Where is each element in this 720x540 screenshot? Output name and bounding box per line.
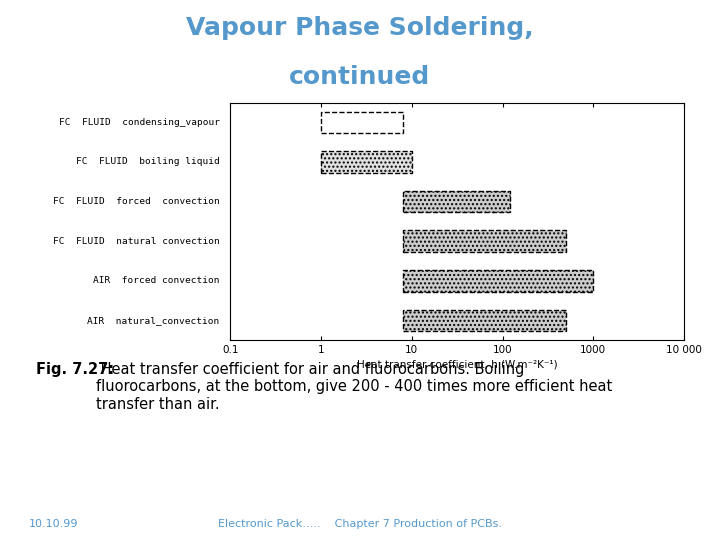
Text: AIR  natural_convection: AIR natural_convection <box>87 316 220 325</box>
Bar <box>403 309 566 331</box>
Text: FC  FLUID  natural convection: FC FLUID natural convection <box>53 237 220 246</box>
Text: 10.10.99: 10.10.99 <box>29 519 78 529</box>
Bar <box>403 191 510 212</box>
Bar <box>321 111 403 133</box>
Text: Vapour Phase Soldering,: Vapour Phase Soldering, <box>186 16 534 40</box>
Text: FC  FLUID  boiling liquid: FC FLUID boiling liquid <box>76 158 220 166</box>
Bar <box>321 151 412 173</box>
Text: Electronic Pack…..    Chapter 7 Production of PCBs.: Electronic Pack….. Chapter 7 Production … <box>218 519 502 529</box>
Text: continued: continued <box>289 65 431 89</box>
Text: FC  FLUID  condensing_vapour: FC FLUID condensing_vapour <box>58 118 220 127</box>
Text: Fig. 7.27:: Fig. 7.27: <box>36 362 114 377</box>
Bar <box>403 270 593 292</box>
Text: FC  FLUID  forced  convection: FC FLUID forced convection <box>53 197 220 206</box>
Text: AIR  forced convection: AIR forced convection <box>93 276 220 285</box>
Bar <box>403 230 566 252</box>
Text: Heat transfer coefficient for air and fluorocarbons. Boiling
fluorocarbons, at t: Heat transfer coefficient for air and fl… <box>96 362 612 411</box>
X-axis label: Heat transfer coefficient, h (W.m⁻²K⁻¹): Heat transfer coefficient, h (W.m⁻²K⁻¹) <box>357 359 557 369</box>
